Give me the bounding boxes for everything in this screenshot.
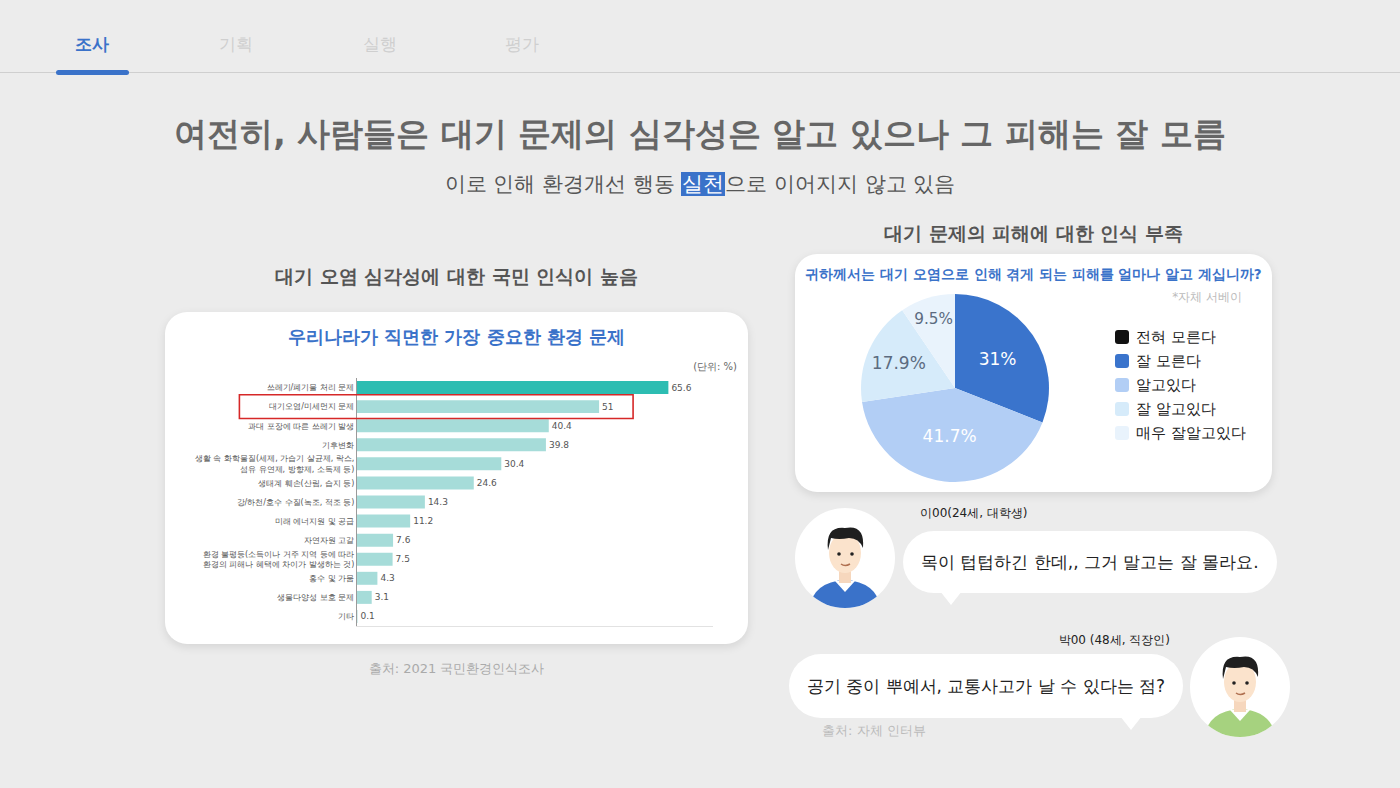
svg-text:4.3: 4.3 — [380, 573, 394, 583]
svg-text:생활 속 화학물질(세제, 가습기 살균제, 락스,섬유 유: 생활 속 화학물질(세제, 가습기 살균제, 락스,섬유 유연제, 방향제, 소… — [195, 454, 354, 473]
html-text:이00(24세, 대학생): 이00(24세, 대학생) — [920, 506, 1028, 520]
html-text:평가: 평가 — [505, 34, 539, 54]
svg-text:39.8: 39.8 — [549, 440, 569, 450]
html-text:잘 알고있다: 잘 알고있다 — [1136, 399, 1216, 418]
svg-text:생태계 훼손(산림, 습지 등): 생태계 훼손(산림, 습지 등) — [258, 479, 354, 488]
svg-text:홍수 및 가뭄: 홍수 및 가뭄 — [309, 574, 354, 583]
svg-text:17.9%: 17.9% — [872, 353, 926, 373]
svg-text:7.5: 7.5 — [396, 554, 410, 564]
html-text:매우 잘알고있다: 매우 잘알고있다 — [1136, 423, 1246, 442]
svg-text:기후변화: 기후변화 — [322, 441, 354, 450]
svg-text:24.6: 24.6 — [477, 478, 497, 488]
html-text:이로 인해 환경개선 행동실천으로 이어지지 않고 있음: 이로 인해 환경개선 행동실천으로 이어지지 않고 있음 — [444, 172, 956, 196]
html-text:박00 (48세, 직장인): 박00 (48세, 직장인) — [1058, 633, 1170, 647]
html-text:대기 문제의 피해에 대한 인식 부족: 대기 문제의 피해에 대한 인식 부족 — [884, 222, 1183, 244]
html-text:귀하께서는 대기 오염으로 인해 겪게 되는 피해를 얼마나: 귀하께서는 대기 오염으로 인해 겪게 되는 피해를 얼마나 알고 계십니까? — [805, 266, 1262, 282]
svg-text:대기오염/미세먼지 문제: 대기오염/미세먼지 문제 — [269, 402, 354, 411]
html-text:기획: 기획 — [219, 34, 253, 54]
svg-text:65.6: 65.6 — [671, 383, 691, 393]
svg-text:9.5%: 9.5% — [914, 310, 953, 328]
html-text:알고있다: 알고있다 — [1136, 375, 1196, 394]
svg-text:31%: 31% — [979, 349, 1017, 369]
svg-text:14.3: 14.3 — [428, 497, 448, 507]
html-text:목이 텁텁하긴 한데,, 그거 말고는 잘 몰라요.: 목이 텁텁하긴 한데,, 그거 말고는 잘 몰라요. — [921, 552, 1259, 572]
html-text:조사: 조사 — [75, 34, 109, 54]
html-text:전혀 모른다: 전혀 모른다 — [1136, 327, 1216, 346]
svg-text:쓰레기/폐기물 처리 문제: 쓰레기/폐기물 처리 문제 — [267, 383, 355, 392]
svg-text:41.7%: 41.7% — [923, 426, 977, 446]
svg-text:7.6: 7.6 — [396, 535, 411, 545]
svg-text:51: 51 — [602, 402, 613, 412]
svg-text:3.1: 3.1 — [375, 592, 389, 602]
svg-text:기타: 기타 — [338, 612, 354, 621]
html-text:실행: 실행 — [363, 34, 397, 54]
svg-text:미래 에너지원 및 공급: 미래 에너지원 및 공급 — [275, 517, 355, 526]
svg-text:40.4: 40.4 — [552, 421, 572, 431]
html-text:(단위: %): (단위: %) — [693, 361, 737, 372]
svg-text:11.2: 11.2 — [413, 516, 433, 526]
svg-text:0.1: 0.1 — [360, 611, 374, 621]
html-text:대기 오염 심각성에 대한 국민 인식이 높음: 대기 오염 심각성에 대한 국민 인식이 높음 — [275, 265, 638, 287]
svg-text:과대 포장에 따른 쓰레기 발생: 과대 포장에 따른 쓰레기 발생 — [248, 421, 354, 430]
html-text:잘 모른다: 잘 모른다 — [1136, 351, 1201, 370]
html-text:공기 중이 뿌예서, 교통사고가 날 수 있다는 점?: 공기 중이 뿌예서, 교통사고가 날 수 있다는 점? — [806, 676, 1165, 696]
svg-text:30.4: 30.4 — [504, 459, 524, 469]
html-text:*자체 서베이: *자체 서베이 — [1172, 290, 1242, 304]
svg-text:생물다양성 보호 문제: 생물다양성 보호 문제 — [277, 593, 354, 602]
html-text:출처: 2021 국민환경인식조사: 출처: 2021 국민환경인식조사 — [368, 661, 545, 676]
html-text:출처: 자체 인터뷰: 출처: 자체 인터뷰 — [822, 723, 926, 738]
svg-text:자연자원 고갈: 자연자원 고갈 — [304, 536, 355, 545]
html-text:우리나라가 직면한 가장 중요한 환경 문제: 우리나라가 직면한 가장 중요한 환경 문제 — [287, 326, 626, 347]
svg-text:강/하천/호수 수질(녹조, 적조 등): 강/하천/호수 수질(녹조, 적조 등) — [237, 498, 355, 507]
html-text:여전히, 사람들은 대기 문제의 심각성은 알고 있으나 그: 여전히, 사람들은 대기 문제의 심각성은 알고 있으나 그 피해는 잘 모름 — [174, 114, 1226, 153]
svg-text:환경 불평등(소득이나 거주 지역 등에 따라환경의 피해나: 환경 불평등(소득이나 거주 지역 등에 따라환경의 피해나 혜택에 차이가 발… — [203, 550, 355, 569]
